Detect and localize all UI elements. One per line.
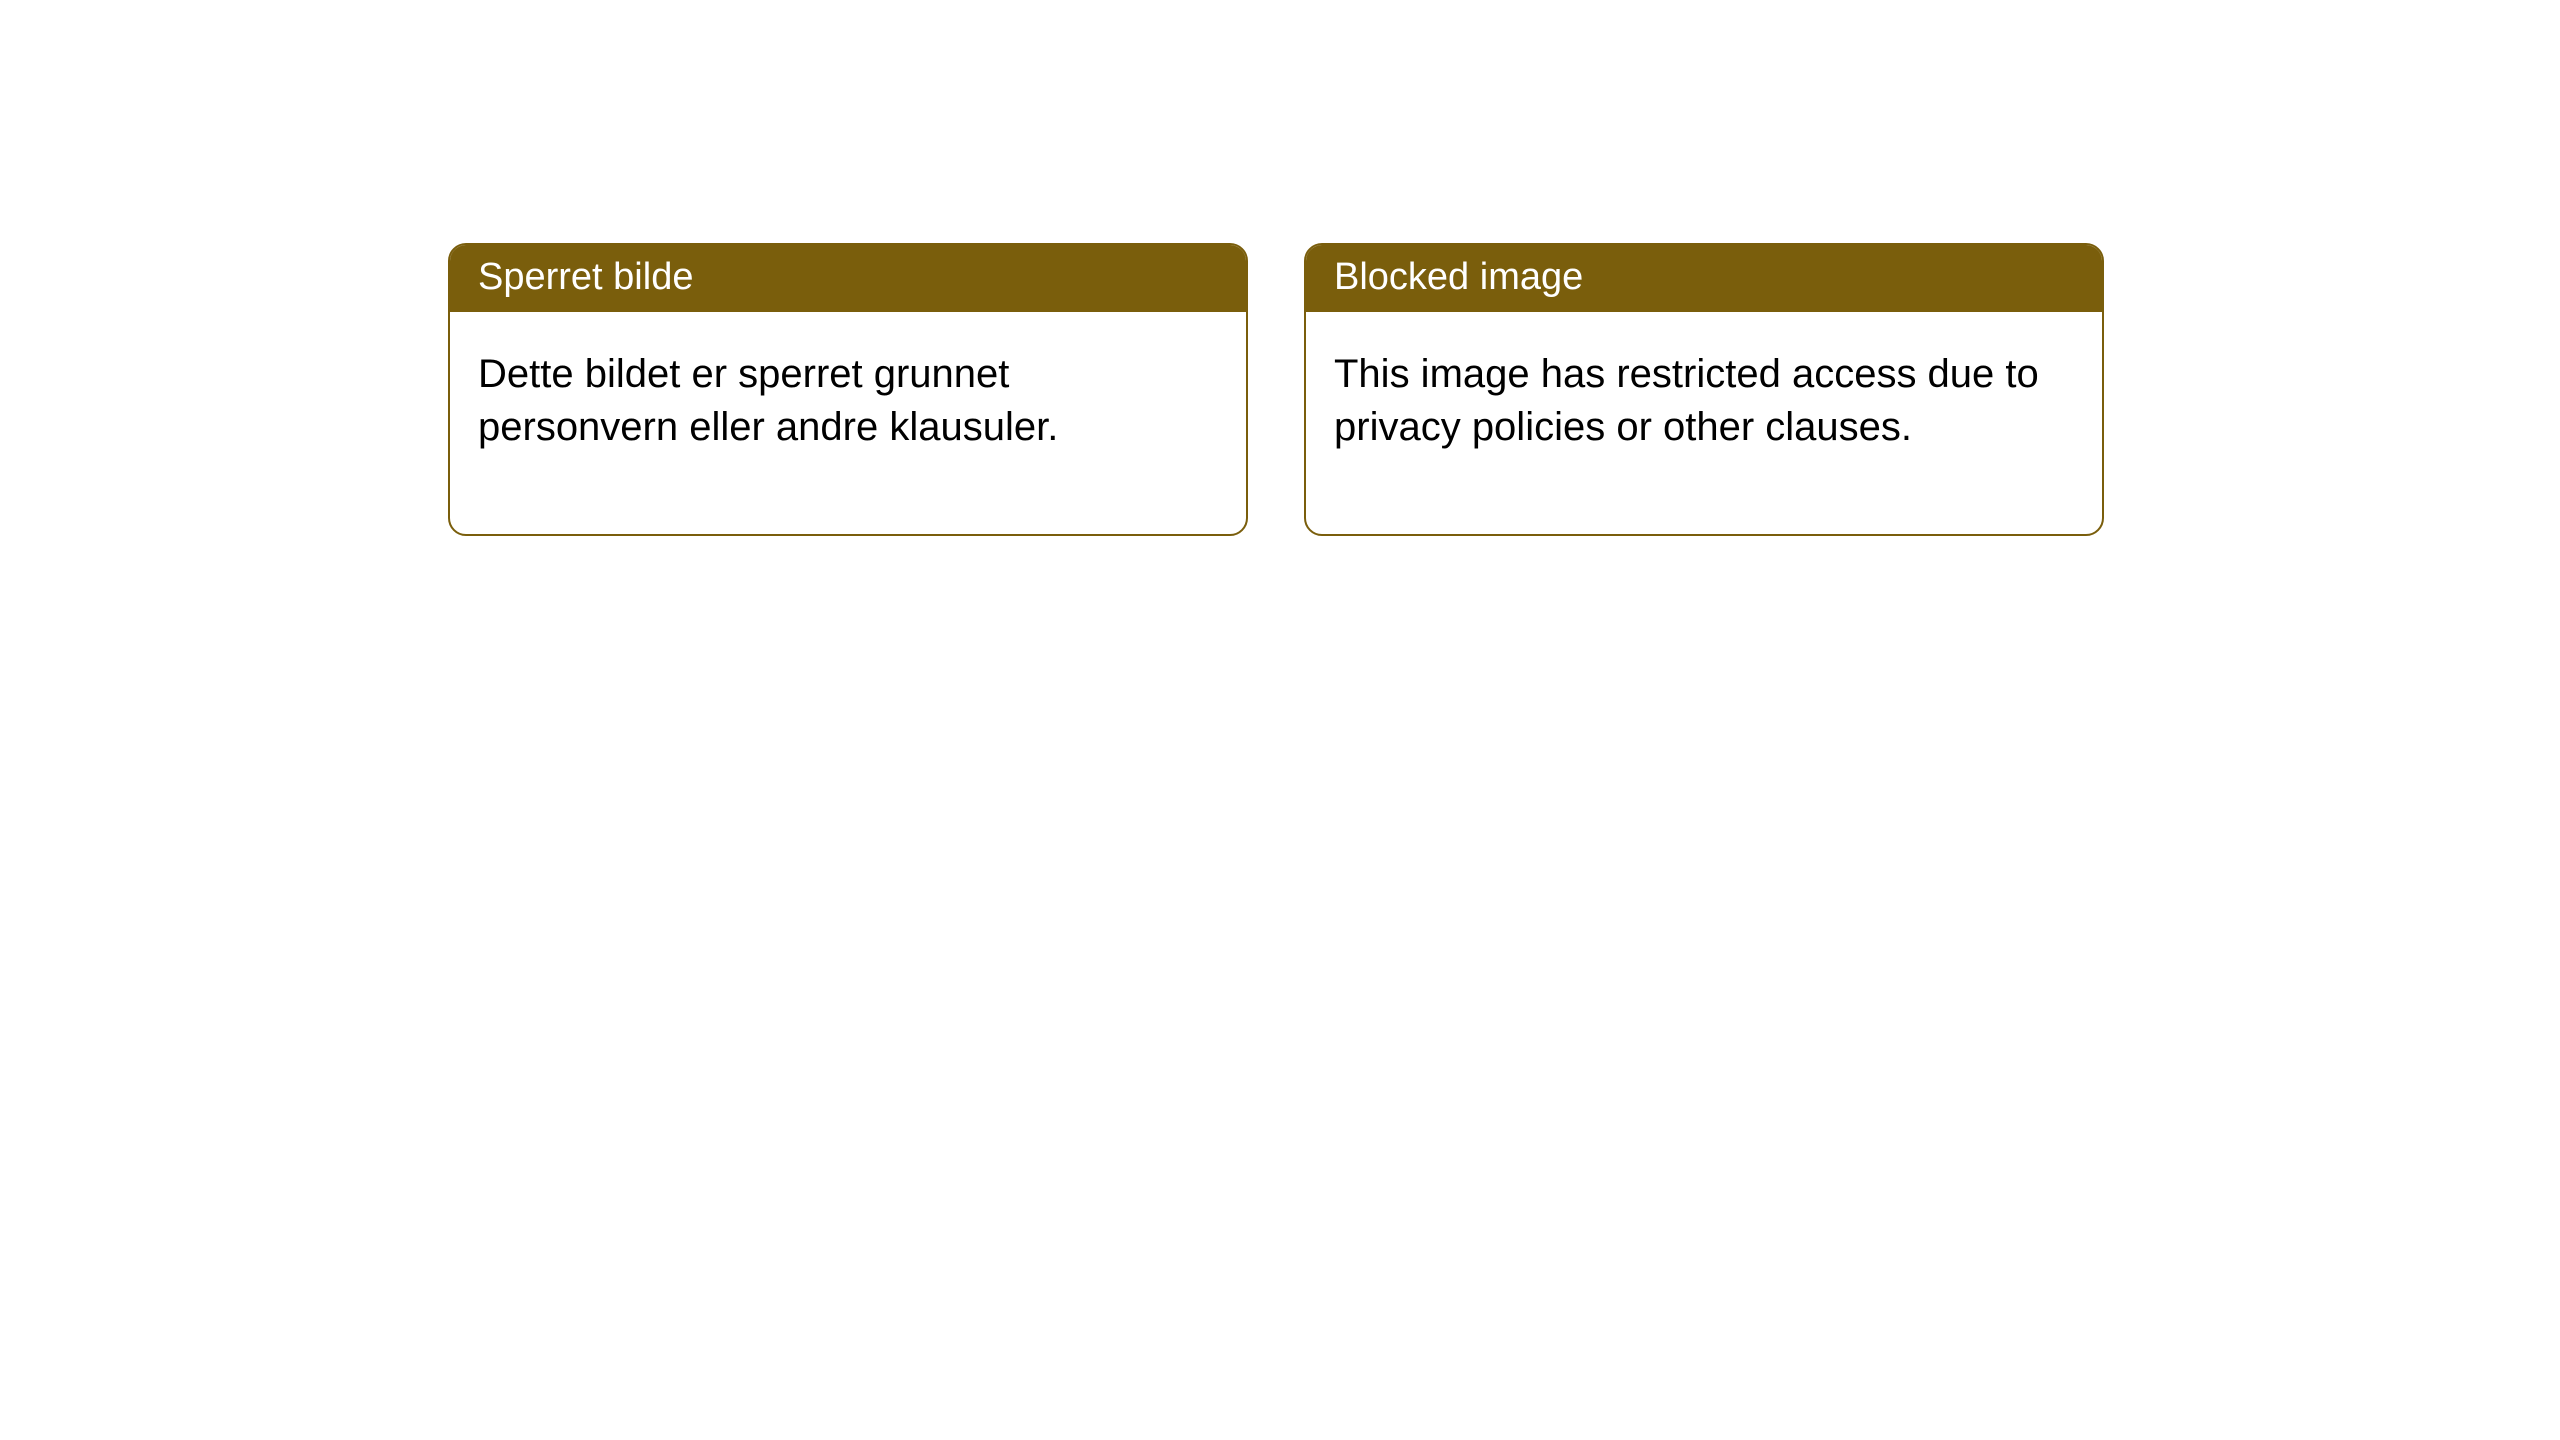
card-body-norwegian: Dette bildet er sperret grunnet personve… bbox=[450, 312, 1246, 534]
card-header-norwegian: Sperret bilde bbox=[450, 245, 1246, 312]
card-header-english: Blocked image bbox=[1306, 245, 2102, 312]
blocked-image-card-english: Blocked image This image has restricted … bbox=[1304, 243, 2104, 536]
card-body-english: This image has restricted access due to … bbox=[1306, 312, 2102, 534]
blocked-image-card-norwegian: Sperret bilde Dette bildet er sperret gr… bbox=[448, 243, 1248, 536]
notice-container: Sperret bilde Dette bildet er sperret gr… bbox=[0, 0, 2560, 536]
